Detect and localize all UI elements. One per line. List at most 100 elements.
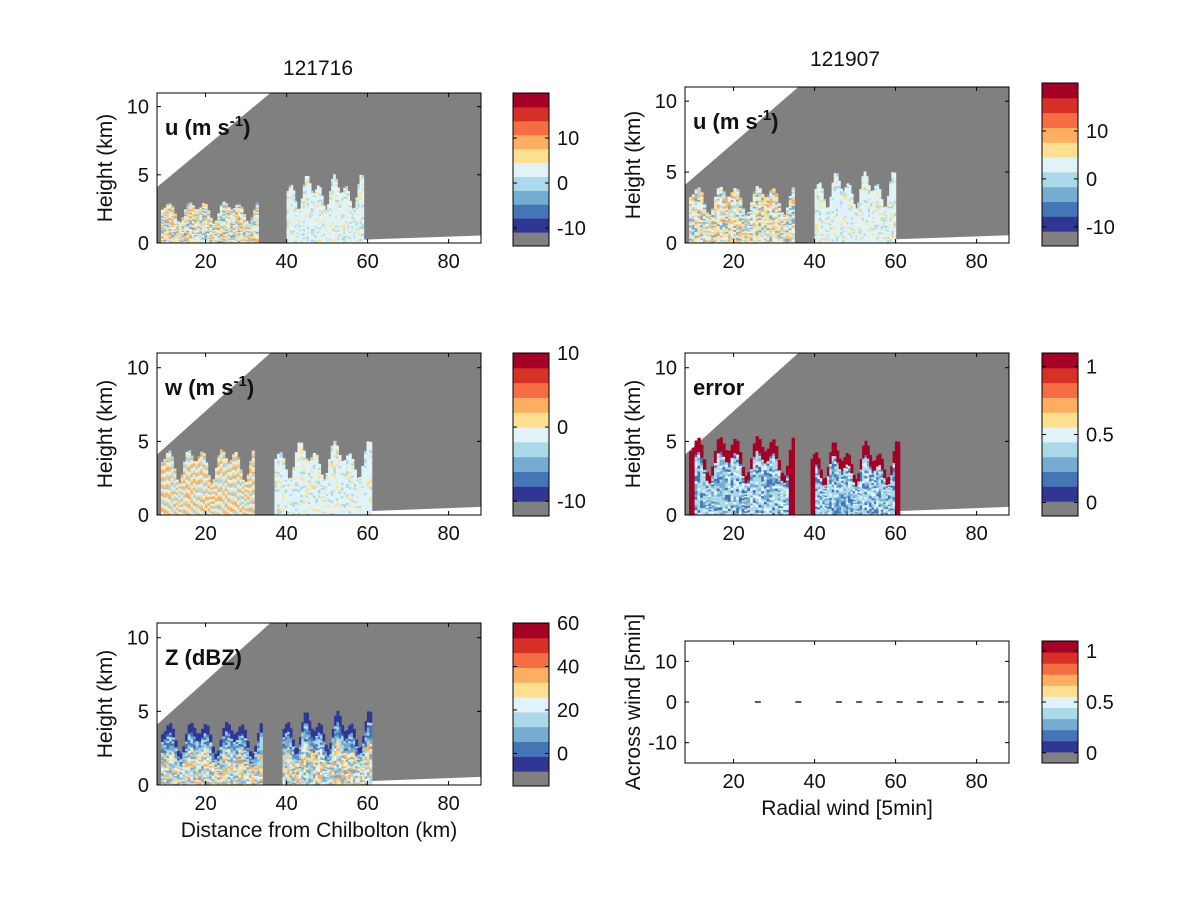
echo-cell	[752, 206, 757, 209]
x-tick-label: 40	[803, 251, 825, 273]
echo-cell	[850, 207, 854, 211]
echo-cell	[168, 473, 172, 477]
echo-cell	[341, 217, 344, 221]
echo-cell	[791, 193, 795, 196]
echo-cell	[870, 207, 873, 211]
echo-cell	[227, 207, 231, 210]
echo-cell	[697, 225, 701, 228]
echo-cell	[314, 202, 318, 206]
echo-cell	[780, 229, 784, 232]
echo-cell	[242, 240, 247, 243]
echo-cell	[747, 219, 751, 222]
echo-cell	[697, 197, 701, 200]
echo-cell	[846, 185, 850, 189]
echo-cell	[349, 221, 352, 225]
colorbar-swatch	[513, 93, 549, 108]
echo-cell	[310, 216, 314, 220]
echo-cell	[343, 223, 346, 226]
echo-cell	[296, 235, 300, 238]
echo-cell	[727, 213, 732, 216]
echo-cell	[183, 463, 187, 467]
echo-cell	[255, 215, 259, 218]
echo-cell	[191, 236, 195, 239]
echo-cell	[329, 215, 332, 218]
echo-cell	[848, 234, 852, 238]
echo-cell	[214, 221, 218, 223]
echo-cell	[691, 225, 696, 228]
echo-cell	[357, 240, 361, 243]
echo-cell	[292, 231, 296, 235]
echo-cell	[859, 204, 863, 207]
echo-cell	[165, 452, 170, 456]
echo-cell	[884, 236, 888, 239]
echo-cell	[321, 239, 324, 242]
echo-cell	[250, 222, 254, 225]
echo-cell	[189, 241, 193, 243]
echo-cell	[197, 504, 201, 508]
echo-cell	[288, 218, 292, 222]
echo-cell	[786, 220, 790, 222]
echo-cell	[183, 501, 187, 505]
colorbar-swatch	[1042, 83, 1078, 99]
echo-cell	[201, 217, 206, 220]
echo-cell	[722, 195, 726, 198]
echo-cell	[178, 230, 183, 232]
echo-cell	[842, 229, 846, 233]
echo-cell	[232, 234, 236, 237]
echo-cell	[783, 222, 787, 225]
echo-cell	[319, 217, 322, 220]
echo-cell	[242, 231, 247, 234]
echo-cell	[335, 210, 338, 214]
echo-cell	[705, 215, 710, 218]
echo-cell	[333, 211, 336, 215]
echo-cell	[361, 187, 365, 191]
echo-cell	[227, 212, 231, 215]
echo-cell	[196, 222, 201, 225]
echo-cell	[230, 226, 234, 229]
echo-cell	[876, 196, 880, 200]
echo-cell	[217, 215, 221, 218]
echo-cell	[171, 215, 175, 218]
echo-cell	[331, 206, 334, 210]
echo-cell	[865, 221, 869, 225]
echo-cell	[863, 189, 867, 193]
echo-cell	[339, 209, 342, 212]
echo-cell	[702, 224, 707, 227]
echo-cell	[840, 239, 843, 242]
echo-cell	[713, 198, 718, 201]
echo-cell	[345, 222, 348, 226]
echo-cell	[312, 216, 316, 219]
echo-cell	[791, 205, 795, 208]
echo-cell	[772, 204, 776, 207]
echo-cell	[212, 486, 216, 489]
echo-cell	[752, 224, 757, 227]
echo-cell	[769, 195, 773, 199]
echo-cell	[331, 199, 334, 203]
echo-cell	[227, 222, 231, 225]
echo-cell	[176, 221, 180, 223]
echo-cell	[353, 210, 357, 213]
echo-cell	[178, 240, 183, 243]
echo-cell	[355, 234, 359, 238]
echo-cell	[716, 235, 721, 238]
echo-cell	[333, 225, 336, 229]
echo-cell	[286, 235, 290, 239]
echo-cell	[337, 227, 340, 230]
echo-cell	[339, 234, 342, 237]
echo-cell	[878, 215, 882, 219]
echo-cell	[197, 492, 201, 495]
echo-cell	[180, 477, 184, 480]
echo-cell	[786, 222, 790, 225]
echo-cell	[306, 185, 310, 189]
echo-cell	[248, 234, 252, 236]
echo-cell	[777, 204, 782, 207]
echo-cell	[316, 224, 320, 228]
echo-cell	[820, 213, 824, 217]
echo-cell	[190, 508, 194, 512]
echo-cell	[327, 216, 330, 219]
echo-cell	[716, 190, 721, 193]
echo-cell	[831, 206, 835, 210]
echo-cell	[222, 232, 226, 235]
echo-cell	[337, 189, 340, 193]
echo-cell	[741, 228, 746, 230]
